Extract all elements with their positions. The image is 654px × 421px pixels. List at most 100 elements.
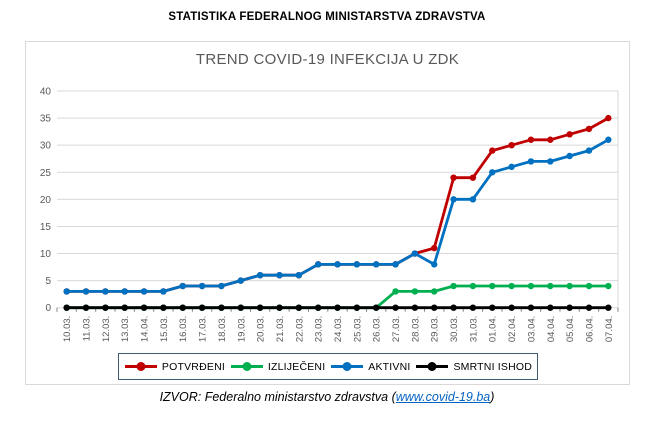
x-axis-tick-label: 31.03. xyxy=(468,316,479,342)
x-axis-tick-label: 22.03. xyxy=(294,316,305,342)
x-axis-tick-label: 11.03. xyxy=(82,316,93,342)
x-axis-tick-label: 28.03. xyxy=(410,316,421,342)
data-point xyxy=(411,288,419,295)
y-axis-tick-label: 15 xyxy=(40,222,52,233)
data-point xyxy=(566,282,573,290)
legend-label: SMRTNI ISHOD xyxy=(453,360,533,373)
data-point xyxy=(489,304,496,311)
data-point xyxy=(585,125,593,133)
data-point xyxy=(237,304,244,311)
data-point xyxy=(450,304,457,311)
x-axis-tick-label: 10.03. xyxy=(62,316,73,342)
series-line xyxy=(65,138,610,293)
data-point xyxy=(82,304,90,311)
data-point xyxy=(605,114,612,122)
data-point xyxy=(237,277,244,284)
data-point xyxy=(527,282,535,290)
data-point xyxy=(469,174,477,181)
x-axis-tick-label: 07.04. xyxy=(604,316,615,342)
data-point xyxy=(411,250,419,257)
x-axis-tick-label: 06.04. xyxy=(584,316,595,342)
trend-chart-svg: 0 5 10 15 20 25 30 35 40 10.03. 11.03. 12.03. 13.03.… xyxy=(40,87,619,342)
x-axis-tick-label: 16.03. xyxy=(178,316,189,342)
data-point xyxy=(179,282,186,290)
data-point xyxy=(140,304,148,311)
data-point xyxy=(431,288,438,295)
legend-marker-icon xyxy=(331,362,364,371)
legend-item[interactable]: AKTIVNI xyxy=(330,361,410,373)
series-line xyxy=(65,284,610,310)
y-axis-tick-label: 25 xyxy=(40,168,52,179)
x-axis-tick-label: 29.03. xyxy=(430,316,441,342)
data-point xyxy=(431,304,438,311)
x-axis-tick-label: 30.03. xyxy=(449,316,460,342)
chart-legend: POTVRĐENI IZLIJEČENI AKTIVNI SMRTNI ISHOD xyxy=(118,353,538,380)
data-point xyxy=(256,271,264,279)
data-point xyxy=(314,304,322,311)
data-point xyxy=(102,304,109,311)
data-point xyxy=(160,288,167,295)
x-axis-tick-label: 05.04. xyxy=(565,316,576,342)
data-point xyxy=(508,141,515,149)
x-axis-tick-label: 01.04. xyxy=(488,316,499,342)
data-point xyxy=(353,304,361,311)
data-point xyxy=(450,174,457,181)
data-point xyxy=(372,261,380,268)
data-point xyxy=(566,131,573,138)
y-axis-tick-label: 10 xyxy=(40,249,52,260)
data-point xyxy=(489,282,496,290)
data-point xyxy=(276,271,283,279)
data-point xyxy=(334,261,341,268)
data-point xyxy=(198,304,206,311)
x-axis-tick-label: 25.03. xyxy=(352,316,363,342)
data-point xyxy=(392,261,399,268)
data-point xyxy=(334,304,341,311)
data-point xyxy=(82,288,90,295)
y-axis-tick-label: 5 xyxy=(45,276,51,287)
x-axis-tick-label: 19.03. xyxy=(236,316,247,342)
x-axis-tick-label: 21.03. xyxy=(275,316,286,342)
source-text-suffix: ) xyxy=(490,390,495,404)
x-axis-tick-label: 02.04. xyxy=(507,316,518,342)
data-point xyxy=(121,288,128,295)
x-axis-tick-label: 27.03. xyxy=(391,316,402,342)
source-link[interactable]: www.covid-19.ba xyxy=(395,390,491,404)
source-text-prefix: IZVOR: Federalno ministarstvo zdravstva … xyxy=(159,390,396,404)
data-point xyxy=(198,282,206,290)
x-axis-tick-label: 23.03. xyxy=(314,316,325,342)
legend-marker-icon xyxy=(124,362,157,371)
data-point xyxy=(450,282,457,290)
data-point xyxy=(450,196,457,203)
data-point xyxy=(160,304,167,311)
data-point xyxy=(605,282,612,290)
data-point xyxy=(547,158,554,165)
data-point xyxy=(566,152,573,160)
legend-item[interactable]: SMRTNI ISHOD xyxy=(415,361,532,373)
x-axis-tick-label: 20.03. xyxy=(256,316,267,342)
data-point xyxy=(218,304,225,311)
x-axis-tick-label: 17.03. xyxy=(198,316,209,342)
x-axis-tick-label: 14.04. xyxy=(140,316,151,342)
data-point xyxy=(179,304,186,311)
legend-label: POTVRĐENI xyxy=(161,360,225,373)
data-point xyxy=(411,304,419,311)
page-header-title: STATISTIKA FEDERALNOG MINISTARSTVA ZDRAV… xyxy=(168,11,486,23)
page-footer: IZVOR: Federalno ministarstvo zdravstva … xyxy=(0,390,654,404)
data-point xyxy=(353,261,361,268)
x-axis-tick-label: 15.03. xyxy=(159,316,170,342)
data-point xyxy=(63,288,70,295)
data-point xyxy=(547,282,554,290)
data-point xyxy=(527,304,535,311)
legend-item[interactable]: IZLIJEČENI xyxy=(230,361,325,373)
legend-marker-icon xyxy=(416,362,449,371)
x-axis-tick-label: 26.03. xyxy=(372,316,383,342)
legend-label: IZLIJEČENI xyxy=(267,360,326,373)
data-point xyxy=(585,147,593,154)
y-axis-tick-label: 35 xyxy=(40,114,52,125)
data-point xyxy=(314,261,322,268)
data-point xyxy=(256,304,264,311)
chart-container: 0 5 10 15 20 25 30 35 40 10.03. 11.03. 12.03. 13.03.… xyxy=(25,41,630,385)
legend-item[interactable]: POTVRĐENI xyxy=(124,361,225,373)
legend-label: AKTIVNI xyxy=(368,360,411,373)
